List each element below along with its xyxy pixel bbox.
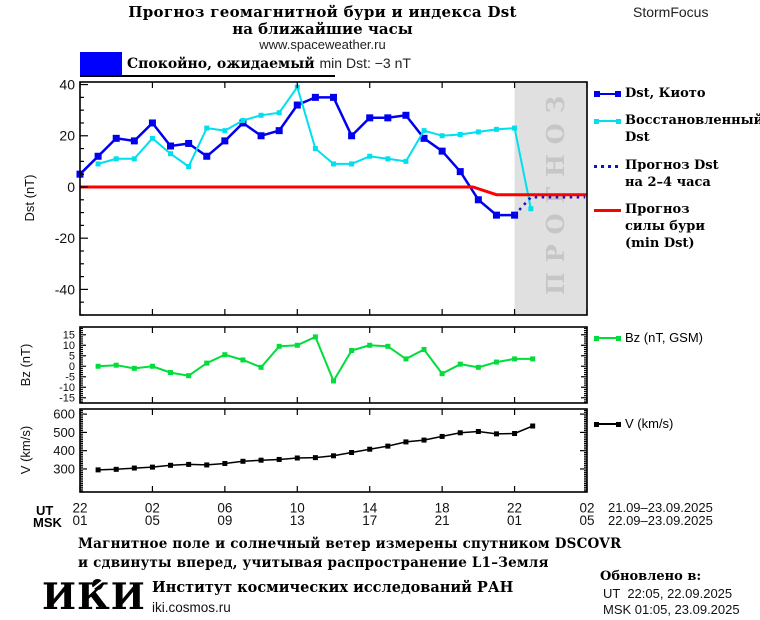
ut-row-label: UT [36, 503, 54, 518]
msk-tick: 01 [507, 513, 522, 528]
storm-level-status: Спокойно, ожидаемый min Dst: −3 nT [127, 55, 411, 72]
status-text-cyr: Спокойно, ожидаемый [127, 56, 320, 72]
svg-text:400: 400 [53, 443, 75, 458]
footnote-line1: Магнитное поле и солнечный ветер измерен… [78, 536, 622, 552]
msk-tick: 09 [217, 513, 232, 528]
forecast-region [514, 82, 587, 315]
msk-tick: 13 [290, 513, 305, 528]
svg-text:40: 40 [59, 76, 75, 92]
legend-label: Dst, Киото [625, 86, 706, 101]
legend-sample [594, 117, 621, 125]
msk-tick: 21 [435, 513, 450, 528]
msk-tick: 05 [145, 513, 160, 528]
updated-msk: MSK 01:05, 23.09.2025 [603, 602, 740, 617]
legend-label: V (km/s) [625, 416, 674, 431]
svg-text:-15: -15 [59, 393, 75, 405]
series-0-3 [80, 185, 587, 197]
legend-sample [594, 206, 621, 214]
status-underline [80, 75, 335, 77]
ut-tick: 10 [290, 501, 305, 516]
institute-name: Институт космических исследований РАН [152, 579, 514, 596]
svg-text:-5: -5 [65, 372, 75, 384]
svg-text:-10: -10 [59, 382, 75, 394]
svg-text:0: 0 [69, 361, 75, 373]
ut-tick: 18 [435, 501, 450, 516]
v-axis-label: V (km/s) [18, 425, 33, 475]
legend-sample [594, 334, 621, 342]
series-0-1 [95, 84, 534, 212]
forecast-region-label: ПРОГНОЗ [541, 86, 570, 295]
svg-text:20: 20 [59, 128, 75, 144]
legend-label: Bz (nT, GSM) [625, 330, 704, 345]
ut-tick: 22 [72, 501, 87, 516]
status-text-lat: min Dst: −3 nT [319, 55, 411, 71]
website-text: www.spaceweather.ru [259, 37, 386, 52]
plot-0: ПРОГНОЗ -40 -20 0 20 40 [55, 76, 588, 316]
ut-date-range: 21.09–23.09.2025 [608, 500, 713, 515]
footnote-line2: и сдвинуты вперед, учитывая распростране… [78, 555, 549, 571]
storm-level-swatch [80, 52, 122, 75]
msk-row-label: MSK [33, 515, 62, 530]
brand-label: StormFocus [633, 4, 709, 20]
page-subtitle: на ближайшие часы [232, 20, 413, 38]
plot-2: 300 400 500 600 [53, 407, 588, 493]
svg-text:10: 10 [63, 340, 75, 352]
legend-label: Прогноз силы бури (min Dst) [625, 202, 706, 251]
svg-text:300: 300 [53, 462, 75, 477]
series-1-0 [95, 334, 536, 384]
svg-text:600: 600 [53, 407, 75, 422]
legend-label: Прогноз Dst на 2–4 часа [625, 158, 719, 190]
legend-sample [594, 90, 621, 98]
ut-tick: 02 [145, 501, 160, 516]
svg-text:5: 5 [69, 351, 75, 363]
svg-text:-20: -20 [55, 230, 75, 246]
updated-heading: Обновлено в: [600, 569, 702, 584]
series-0-2 [513, 195, 586, 216]
msk-tick: 17 [362, 513, 377, 528]
msk-tick: 05 [579, 513, 594, 528]
ut-tick: 02 [579, 501, 594, 516]
ut-tick: 06 [217, 501, 232, 516]
legend-label: Восстановленный Dst [625, 113, 760, 145]
updated-ut: UT 22:05, 22.09.2025 [603, 586, 733, 601]
svg-text:-40: -40 [55, 281, 75, 297]
ut-tick: 14 [362, 501, 378, 516]
svg-text:0: 0 [67, 179, 75, 195]
msk-tick: 01 [72, 513, 87, 528]
legend-sample [594, 162, 621, 170]
svg-text:500: 500 [53, 425, 75, 440]
legend-sample [594, 420, 621, 428]
series-2-0 [95, 423, 536, 473]
institute-site: iki.cosmos.ru [152, 600, 231, 615]
msk-date-range: 22.09–23.09.2025 [608, 513, 713, 528]
page-title: Прогноз геомагнитной бури и индекса Dst [128, 3, 517, 21]
dst-axis-label: Dst (nT) [22, 174, 37, 222]
ut-tick: 22 [507, 501, 522, 516]
svg-text:15: 15 [63, 330, 75, 342]
series-0-0 [76, 93, 519, 219]
